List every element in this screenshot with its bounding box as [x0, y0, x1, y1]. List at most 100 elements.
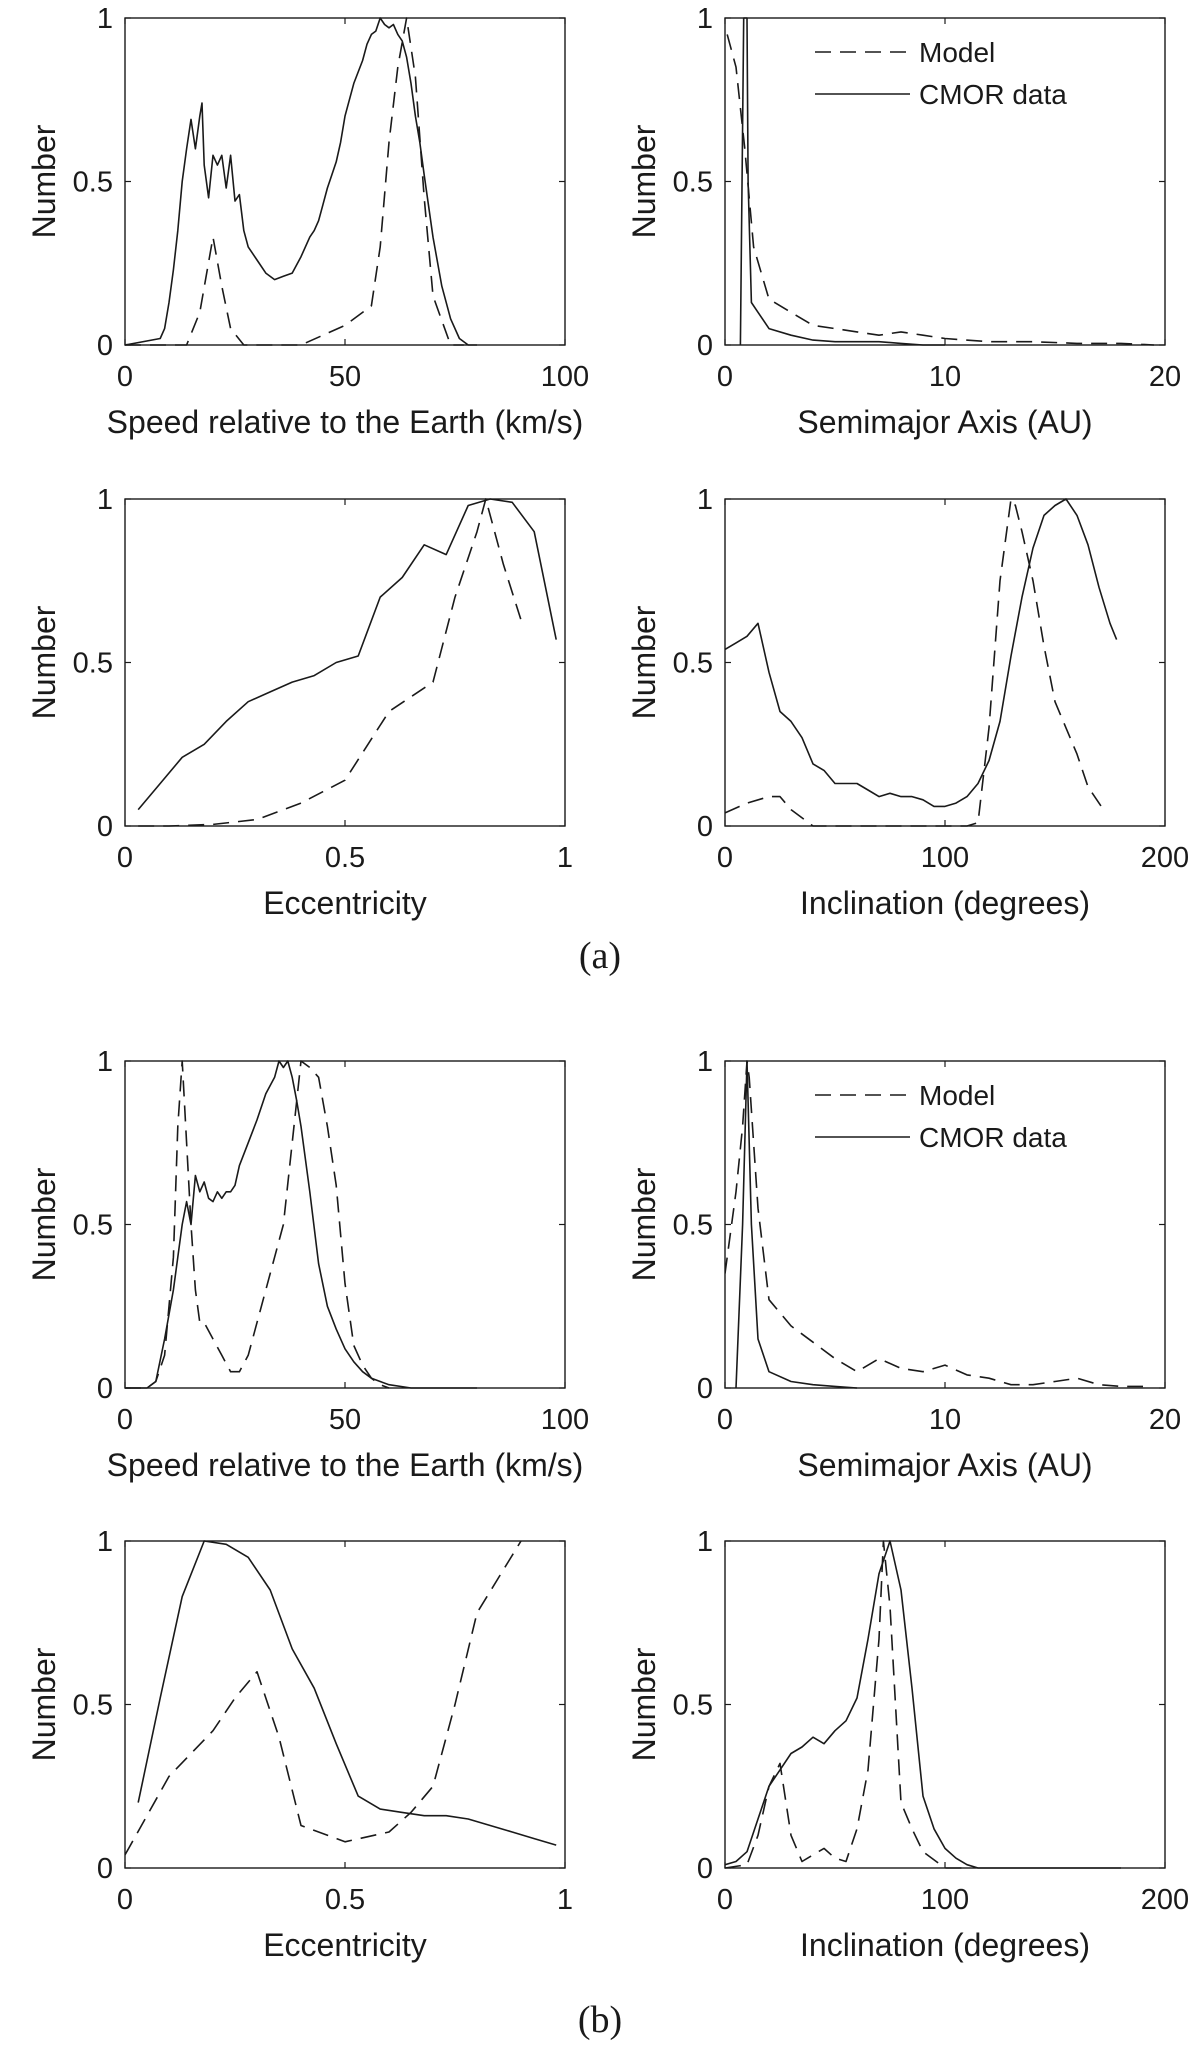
y-tick-label: 1: [697, 3, 713, 35]
legend-label-cmor: CMOR data: [919, 79, 1067, 110]
series-line-model: [725, 1540, 967, 1869]
y-tick-label: 1: [97, 1046, 113, 1078]
x-tick-label: 10: [929, 361, 961, 393]
series-line-cmor: [739, 17, 945, 346]
y-tick-label: 0.5: [73, 167, 113, 199]
x-axis-label: Semimajor Axis (AU): [797, 1447, 1092, 1483]
y-axis-label: Number: [626, 124, 662, 238]
caption-a: (a): [579, 935, 621, 977]
legend-label-model: Model: [919, 1080, 995, 1111]
series-line-model: [125, 1060, 390, 1389]
y-tick-label: 0.5: [673, 648, 713, 680]
axes-box: [724, 498, 1166, 827]
chart-a-eccentricity: 0 0.5 1 0 0.5 1 Eccentricity Number: [26, 484, 573, 921]
y-tick-label: 1: [697, 484, 713, 516]
y-tick-label: 0: [697, 330, 713, 362]
x-tick-label: 1: [557, 842, 573, 874]
x-tick-label: 50: [329, 361, 361, 393]
x-tick-label: 0: [117, 842, 133, 874]
series-line-cmor: [125, 1060, 477, 1389]
caption-b: (b): [578, 1999, 622, 2041]
x-axis-label: Eccentricity: [263, 885, 427, 921]
x-axis-label: Speed relative to the Earth (km/s): [107, 404, 584, 440]
x-tick-label: 100: [541, 1404, 589, 1436]
chart-a-speed: 0 50 100 0 0.5 1 Speed relative to the Earth (…: [26, 3, 589, 440]
x-tick-label: 50: [329, 1404, 361, 1436]
x-tick-label: 20: [1149, 361, 1181, 393]
x-tick-label: 200: [1141, 1884, 1189, 1916]
y-tick-label: 0.5: [73, 1210, 113, 1242]
y-tick-label: 0: [697, 1853, 713, 1885]
y-tick-label: 0.5: [673, 1690, 713, 1722]
y-axis-label: Number: [26, 1647, 62, 1761]
x-tick-label: 0: [717, 361, 733, 393]
y-axis-label: Number: [626, 1647, 662, 1761]
legend-label-model: Model: [919, 37, 995, 68]
x-tick-label: 100: [541, 361, 589, 393]
x-tick-label: 0: [717, 842, 733, 874]
series-line-model: [138, 498, 522, 827]
y-axis-label: Number: [626, 605, 662, 719]
x-tick-label: 100: [921, 1884, 969, 1916]
series-line-cmor: [725, 1540, 1121, 1869]
x-tick-label: 0.5: [325, 1884, 365, 1916]
y-tick-label: 0: [97, 1853, 113, 1885]
series-line-model: [725, 498, 1105, 827]
axes-box: [124, 17, 566, 346]
chart-b-speed: 0 50 100 0 0.5 1 Speed relative to the Earth (…: [26, 1046, 589, 1483]
x-tick-label: 200: [1141, 842, 1189, 874]
y-tick-label: 1: [97, 3, 113, 35]
y-axis-label: Number: [626, 1167, 662, 1281]
chart-a-inclination: 0 100 200 0 0.5 1 Inclination (degrees) Number: [626, 484, 1189, 921]
y-tick-label: 0: [697, 1373, 713, 1405]
series-line-cmor: [137, 1540, 557, 1846]
y-tick-label: 0: [97, 330, 113, 362]
x-tick-label: 0: [117, 1884, 133, 1916]
y-tick-label: 0.5: [673, 167, 713, 199]
y-axis-label: Number: [26, 605, 62, 719]
y-tick-label: 0: [697, 811, 713, 843]
y-tick-label: 1: [697, 1526, 713, 1558]
x-tick-label: 0: [717, 1404, 733, 1436]
x-tick-label: 10: [929, 1404, 961, 1436]
axes-box: [124, 498, 566, 827]
x-axis-label: Eccentricity: [263, 1927, 427, 1963]
legend-label-cmor: CMOR data: [919, 1122, 1067, 1153]
y-tick-label: 0.5: [73, 1690, 113, 1722]
series-line-cmor: [125, 17, 477, 346]
y-axis-label: Number: [26, 124, 62, 238]
y-tick-label: 0: [97, 811, 113, 843]
axes-box: [724, 1540, 1166, 1869]
x-tick-label: 0: [117, 1404, 133, 1436]
y-axis-label: Number: [26, 1167, 62, 1281]
y-tick-label: 1: [97, 484, 113, 516]
y-tick-label: 0: [97, 1373, 113, 1405]
y-tick-label: 0.5: [673, 1210, 713, 1242]
chart-b-inclination: 0 100 200 0 0.5 1 Inclination (degrees) Number: [626, 1526, 1189, 1963]
series-line-cmor: [725, 498, 1118, 808]
series-line-cmor: [735, 1060, 858, 1389]
chart-b-semimajor: 0 10 20 0 0.5 1 Semimajor Axis (AU) Number Model…: [626, 1046, 1181, 1483]
x-tick-label: 0: [717, 1884, 733, 1916]
x-axis-label: Speed relative to the Earth (km/s): [107, 1447, 584, 1483]
chart-a-semimajor: 0 10 20 0 0.5 1 Semimajor Axis (AU) Number Model…: [626, 3, 1181, 440]
x-tick-label: 0: [117, 361, 133, 393]
y-tick-label: 0.5: [73, 648, 113, 680]
x-tick-label: 20: [1149, 1404, 1181, 1436]
series-line-model: [125, 1540, 522, 1856]
axes-box: [124, 1540, 566, 1869]
y-tick-label: 1: [697, 1046, 713, 1078]
series-line-model: [125, 17, 464, 346]
y-tick-label: 1: [97, 1526, 113, 1558]
x-tick-label: 100: [921, 842, 969, 874]
chart-b-eccentricity: 0 0.5 1 0 0.5 1 Eccentricity Number: [26, 1526, 573, 1963]
x-axis-label: Inclination (degrees): [800, 1927, 1090, 1963]
x-axis-label: Semimajor Axis (AU): [797, 404, 1092, 440]
x-tick-label: 0.5: [325, 842, 365, 874]
series-line-cmor: [137, 498, 557, 811]
series-line-model: [725, 1060, 1143, 1388]
x-tick-label: 1: [557, 1884, 573, 1916]
series-line-model: [726, 34, 1155, 346]
x-axis-label: Inclination (degrees): [800, 885, 1090, 921]
